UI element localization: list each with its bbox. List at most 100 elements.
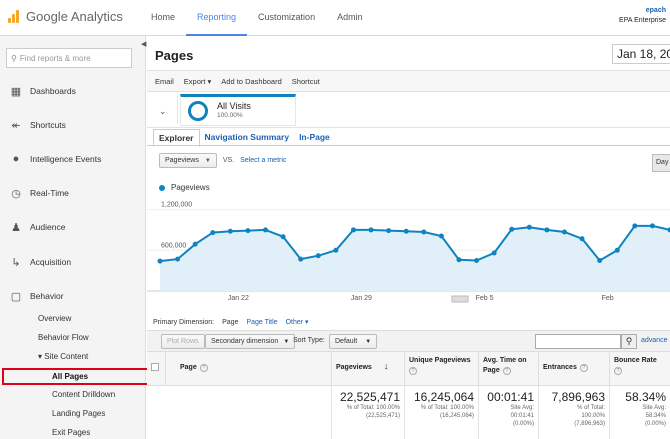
chart-resize-handle[interactable] [451,295,469,303]
data-point[interactable] [315,253,321,259]
nav-reporting[interactable]: Reporting [186,0,248,36]
data-point[interactable] [632,223,638,229]
data-point[interactable] [210,230,216,236]
sidebar-item-label: Audience [30,222,66,232]
data-point[interactable] [614,247,620,253]
total-subtext: (22,525,471) [365,413,400,419]
sidebar-item-audience[interactable]: ♟ Audience [0,216,146,238]
help-icon[interactable]: ? [579,364,588,372]
data-point[interactable] [227,228,233,234]
data-point[interactable] [597,257,603,263]
sort-type-value: Default [335,338,358,345]
data-point[interactable] [263,227,269,233]
data-point[interactable] [175,256,181,262]
help-icon[interactable]: ? [409,367,417,375]
sidebar-item-label: Behavior [30,291,64,301]
total-avg-time: 00:01:41 Site Avg: 00:01:41 (0.00%) [478,386,538,439]
nav-home[interactable]: Home [151,12,176,22]
collapse-sidebar-icon[interactable]: ◀ [141,41,147,48]
sidebar-sub-site-content[interactable]: ▾ Site Content [38,352,89,361]
dim-other[interactable]: Other ▾ [285,319,309,326]
nav-customization[interactable]: Customization [258,12,316,22]
data-point[interactable] [649,223,655,229]
sidebar-item-dashboards[interactable]: ▦ Dashboards [0,80,146,102]
segment-all-visits[interactable]: All Visits 100.00% [180,94,296,126]
tab-in-page[interactable]: In-Page [299,132,330,142]
report-search[interactable]: ⚲ [6,48,132,68]
data-point[interactable] [474,257,480,263]
sidebar-sub-all-pages[interactable]: All Pages [52,372,89,381]
data-point[interactable] [368,227,374,233]
sidebar-item-shortcuts[interactable]: ↞ Shortcuts [0,114,146,136]
sidebar-sub-overview[interactable]: Overview [38,314,72,323]
nav-admin[interactable]: Admin [337,12,363,22]
total-subtext: Site Avg: [510,405,534,411]
data-point[interactable] [667,227,670,233]
sidebar-item-acquisition[interactable]: ↳ Acquisition [0,251,146,273]
column-page[interactable]: Page? [165,352,331,386]
data-point[interactable] [157,258,163,264]
chevron-down-icon[interactable]: ⌄ [159,106,167,116]
sidebar-sub-content-drilldown[interactable]: Content Drilldown [52,390,116,399]
data-point[interactable] [544,227,550,233]
sidebar-sub-landing-pages[interactable]: Landing Pages [52,409,106,418]
total-bounce-rate: 58.34% Site Avg: 58.34% (0.00%) [609,386,670,439]
sidebar-item-behavior[interactable]: ▢ Behavior [0,285,146,307]
data-point[interactable] [386,228,392,234]
data-point[interactable] [280,234,286,240]
column-unique-pageviews[interactable]: Unique Pageviews? [404,352,478,386]
search-input[interactable] [19,53,120,63]
export-button[interactable]: Export ▾ [183,76,212,86]
account-info[interactable]: epach EPA Enterprise [619,6,666,26]
help-icon[interactable]: ? [614,367,622,375]
data-point[interactable] [245,228,251,234]
dim-page-title[interactable]: Page Title [246,318,278,326]
help-icon[interactable]: ? [199,364,208,372]
plot-rows-button[interactable]: Plot Rows [161,334,205,349]
tab-explorer[interactable]: Explorer [153,129,200,147]
grid-icon: ▦ [10,85,22,98]
shortcut-button[interactable]: Shortcut [291,76,320,86]
pageviews-chart[interactable]: 1,200,000 600,000 Jan 22 Jan 29 Feb 5 Feb [147,196,670,306]
search-icon[interactable]: ⚲ [621,334,637,349]
metric-dropdown[interactable]: Pageviews ▼ [159,153,217,168]
data-point[interactable] [579,236,585,242]
column-avg-time-on-page[interactable]: Avg. Time on Page? [478,352,538,386]
data-point[interactable] [526,224,532,230]
data-point[interactable] [298,256,304,262]
secondary-dimension-dropdown[interactable]: Secondary dimension ▼ [205,334,296,349]
data-point[interactable] [438,233,444,239]
sort-type-dropdown[interactable]: Default ▼ [329,334,378,349]
dim-page[interactable]: Page [222,318,239,326]
data-point[interactable] [561,229,567,235]
data-point[interactable] [403,228,409,234]
help-icon[interactable]: ? [502,367,511,375]
column-pageviews[interactable]: Pageviews ↓ [331,352,404,386]
report-actions: Email Export ▾ Add to Dashboard Shortcut [147,70,670,92]
data-point[interactable] [456,257,462,263]
select-all-checkbox[interactable] [151,363,159,371]
day-button[interactable]: Day [652,154,670,172]
column-bounce-rate[interactable]: Bounce Rate? [609,352,670,386]
data-point[interactable] [192,241,198,247]
data-point[interactable] [491,250,497,256]
advanced-link[interactable]: advance [641,337,668,344]
data-point[interactable] [421,229,427,235]
data-point[interactable] [350,227,356,233]
column-entrances[interactable]: Entrances? [538,352,609,386]
add-to-dashboard-button[interactable]: Add to Dashboard [221,76,282,86]
sidebar-sub-exit-pages[interactable]: Exit Pages [52,428,91,437]
date-range-picker[interactable]: Jan 18, 20 [612,44,670,64]
data-point[interactable] [333,247,339,253]
sidebar-item-real-time[interactable]: ◷ Real-Time [0,182,146,204]
email-button[interactable]: Email [155,76,174,86]
table-search-input[interactable] [535,334,621,349]
tab-navigation-summary[interactable]: Navigation Summary [204,132,290,142]
sidebar-item-intelligence-events[interactable]: ● Intelligence Events [0,148,146,170]
x-tick-label: Feb [602,295,614,302]
data-point[interactable] [509,226,515,232]
sidebar: ⚲ ▦ Dashboards ↞ Shortcuts ● Intelligence E… [0,36,146,439]
select-metric-link[interactable]: Select a metric [240,157,287,164]
google-analytics-logo[interactable]: Google Analytics [8,9,123,24]
sidebar-sub-behavior-flow[interactable]: Behavior Flow [38,333,89,342]
